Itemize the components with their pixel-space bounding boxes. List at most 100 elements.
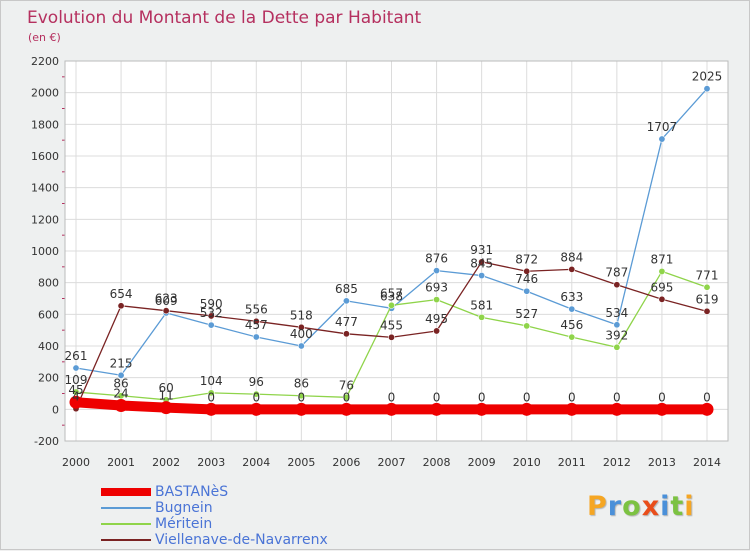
data-point: [252, 390, 260, 398]
data-label: 0: [478, 390, 486, 404]
data-label: 45: [68, 383, 83, 397]
y-tick-label: 0: [52, 403, 59, 416]
x-tick-label: 2007: [378, 456, 406, 469]
y-tick-label: 1600: [31, 150, 59, 163]
data-label: 0: [298, 390, 306, 404]
data-label: 532: [200, 306, 223, 320]
data-point: [478, 313, 486, 321]
logo-letter: x: [641, 491, 661, 522]
data-label: 109: [65, 373, 88, 387]
data-label: 477: [335, 315, 358, 329]
data-point: [249, 402, 263, 416]
x-tick-label: 2006: [332, 456, 360, 469]
data-label: 60: [159, 381, 174, 395]
data-point: [159, 401, 173, 415]
data-label: 456: [560, 318, 583, 332]
data-label: 534: [605, 306, 628, 320]
y-tick-label: 200: [38, 372, 59, 385]
data-point: [117, 302, 125, 310]
data-point: [703, 307, 711, 315]
data-point: [342, 393, 350, 401]
x-tick-label: 2005: [287, 456, 315, 469]
data-point: [297, 392, 305, 400]
data-point: [523, 322, 531, 330]
legend-label-meritein: Méritein: [155, 516, 213, 532]
data-label: 0: [252, 390, 260, 404]
data-label: 215: [110, 356, 133, 370]
data-label: 4: [72, 390, 80, 404]
data-point: [523, 267, 531, 275]
data-label: 931: [470, 243, 493, 257]
data-point: [565, 402, 579, 416]
data-point: [613, 281, 621, 289]
data-label: 24: [113, 387, 128, 401]
data-label: 590: [200, 297, 223, 311]
data-point: [478, 272, 486, 280]
data-label: 0: [388, 390, 396, 404]
logo-letter: r: [607, 491, 623, 522]
legend-swatch-bastanes: [101, 488, 151, 496]
logo-letter: t: [670, 491, 685, 522]
data-label: 693: [425, 281, 448, 295]
series-0: [69, 395, 714, 416]
data-point: [523, 287, 531, 295]
data-label: 685: [335, 282, 358, 296]
data-point: [387, 301, 395, 309]
legend-label-viellenave: Viellenave-de-Navarrenx: [155, 532, 328, 548]
data-label: 884: [560, 250, 583, 264]
data-label: 623: [155, 292, 178, 306]
data-label: 400: [290, 327, 313, 341]
x-tick-label: 2008: [423, 456, 451, 469]
data-label: 86: [294, 377, 309, 391]
x-tick-label: 2003: [197, 456, 225, 469]
data-point: [568, 265, 576, 273]
data-point: [339, 402, 353, 416]
chart-title: Evolution du Montant de la Dette par Hab…: [27, 8, 422, 28]
x-tick-label: 2004: [242, 456, 270, 469]
logo-letter: o: [622, 491, 642, 522]
data-point: [294, 402, 308, 416]
data-label: 657: [380, 286, 403, 300]
data-label: 0: [658, 390, 666, 404]
data-label: 0: [207, 390, 215, 404]
legend-swatch-viellenave: [101, 539, 151, 541]
data-point: [658, 267, 666, 275]
data-point: [520, 402, 534, 416]
data-point: [72, 388, 80, 396]
data-point: [207, 389, 215, 397]
data-label: 609: [155, 294, 178, 308]
logo-letter: i: [684, 491, 695, 522]
x-tick-label: 2000: [62, 456, 90, 469]
data-label: 1707: [647, 120, 678, 134]
x-tick-label: 2011: [558, 456, 586, 469]
data-label: 581: [470, 298, 493, 312]
data-point: [568, 333, 576, 341]
plot-border: [64, 60, 729, 442]
data-point: [207, 321, 215, 329]
data-label: 495: [425, 312, 448, 326]
data-label: 76: [339, 378, 354, 392]
y-tick-label: -200: [34, 435, 59, 448]
data-point: [342, 330, 350, 338]
x-tick-label: 2009: [468, 456, 496, 469]
data-point: [658, 295, 666, 303]
data-label: 0: [613, 390, 621, 404]
x-tick-label: 2001: [107, 456, 135, 469]
data-label: 0: [433, 390, 441, 404]
data-label: 638: [380, 289, 403, 303]
data-label: 0: [568, 390, 576, 404]
data-label: 392: [605, 328, 628, 342]
data-point: [387, 333, 395, 341]
data-point: [700, 402, 714, 416]
data-label: 0: [523, 390, 531, 404]
proxiti-logo: Proxiti: [587, 491, 695, 522]
data-label: 619: [696, 292, 719, 306]
data-point: [703, 283, 711, 291]
y-tick-label: 400: [38, 340, 59, 353]
legend-label-bastanes: BASTANèS: [155, 484, 229, 500]
data-point: [568, 305, 576, 313]
data-point: [297, 342, 305, 350]
data-point: [613, 343, 621, 351]
